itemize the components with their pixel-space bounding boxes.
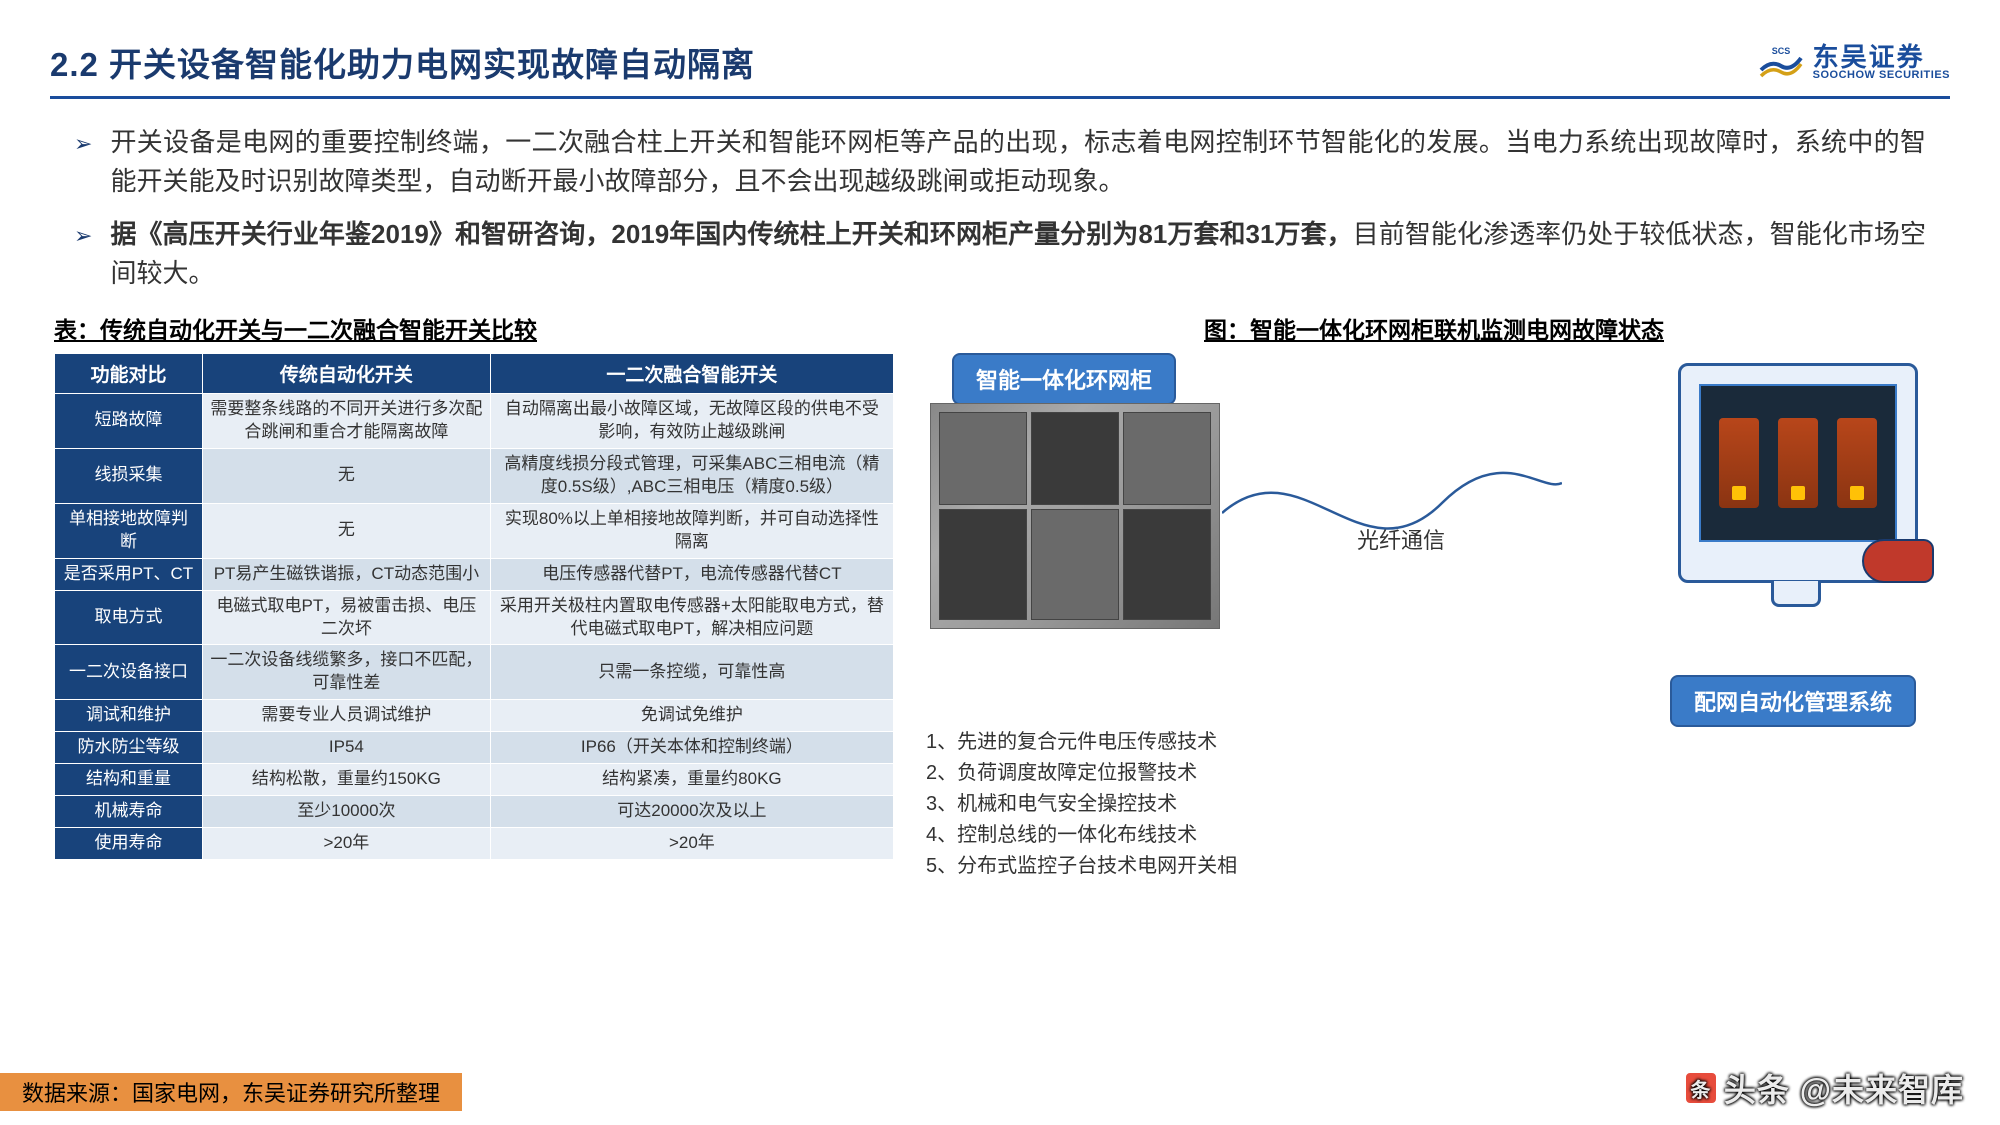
table-row: 机械寿命至少10000次可达20000次及以上 (55, 796, 894, 828)
logo-text-en: SOOCHOW SECURITIES (1813, 70, 1950, 81)
fiber-curve (1222, 433, 1562, 593)
table-cell: >20年 (203, 828, 491, 860)
data-source-footer: 数据来源：国家电网，东吴证券研究所整理 (0, 1073, 462, 1111)
diagram-container: 智能一体化环网柜 光纤通信 (922, 353, 1946, 723)
table-header: 功能对比 (55, 354, 203, 394)
logo-text-cn: 东吴证券 (1813, 44, 1950, 70)
table-cell: 无 (203, 503, 491, 558)
table-caption: 表：传统自动化开关与一二次融合智能开关比较 (54, 311, 894, 345)
table-cell: 需要整条线路的不同开关进行多次配合跳闸和重合才能隔离故障 (203, 394, 491, 449)
note-line: 5、分布式监控子台技术电网开关相 (926, 851, 1946, 882)
row-header: 线损采集 (55, 448, 203, 503)
table-cell: 无 (203, 448, 491, 503)
table-row: 结构和重量结构松散，重量约150KG结构紧凑，重量约80KG (55, 764, 894, 796)
monitor-illustration (1656, 363, 1936, 653)
table-row: 线损采集无高精度线损分段式管理，可采集ABC三相电流（精度0.5S级）,ABC三… (55, 448, 894, 503)
table-row: 是否采用PT、CTPT易产生磁铁谐振，CT动态范围小电压传感器代替PT，电流传感… (55, 558, 894, 590)
diagram-notes: 1、先进的复合元件电压传感技术2、负荷调度故障定位报警技术3、机械和电气安全操控… (922, 727, 1946, 882)
bullet-marker-icon: ➢ (74, 123, 92, 201)
table-row: 防水防尘等级IP54IP66（开关本体和控制终端） (55, 732, 894, 764)
table-row: 短路故障需要整条线路的不同开关进行多次配合跳闸和重合才能隔离故障自动隔离出最小故… (55, 394, 894, 449)
table-cell: 需要专业人员调试维护 (203, 700, 491, 732)
row-header: 使用寿命 (55, 828, 203, 860)
table-cell: 实现80%以上单相接地故障判断，并可自动选择性隔离 (490, 503, 893, 558)
table-header: 传统自动化开关 (203, 354, 491, 394)
row-header: 单相接地故障判断 (55, 503, 203, 558)
table-cell: 至少10000次 (203, 796, 491, 828)
bullet-item: ➢ 开关设备是电网的重要控制终端，一二次融合柱上开关和智能环网柜等产品的出现，标… (74, 123, 1926, 201)
bullet-text: 据《高压开关行业年鉴2019》和智研咨询，2019年国内传统柱上开关和环网柜产量… (110, 215, 1926, 293)
table-row: 使用寿命>20年>20年 (55, 828, 894, 860)
table-cell: 电压传感器代替PT，电流传感器代替CT (490, 558, 893, 590)
row-header: 短路故障 (55, 394, 203, 449)
table-cell: >20年 (490, 828, 893, 860)
cabinet-label: 智能一体化环网柜 (952, 353, 1176, 405)
bullet-text: 开关设备是电网的重要控制终端，一二次融合柱上开关和智能环网柜等产品的出现，标志着… (110, 123, 1926, 201)
note-line: 1、先进的复合元件电压传感技术 (926, 727, 1946, 758)
system-label: 配网自动化管理系统 (1670, 675, 1916, 727)
table-cell: 采用开关极柱内置取电传感器+太阳能取电方式，替代电磁式取电PT，解决相应问题 (490, 590, 893, 645)
cabinet-photo (930, 403, 1220, 629)
table-cell: 只需一条控缆，可靠性高 (490, 645, 893, 700)
row-header: 调试和维护 (55, 700, 203, 732)
table-cell: IP54 (203, 732, 491, 764)
table-cell: 自动隔离出最小故障区域，无故障区段的供电不受影响，有效防止越级跳闸 (490, 394, 893, 449)
row-header: 防水防尘等级 (55, 732, 203, 764)
table-cell: 高精度线损分段式管理，可采集ABC三相电流（精度0.5S级）,ABC三相电压（精… (490, 448, 893, 503)
svg-text:SCS: SCS (1771, 46, 1790, 56)
slide-title: 2.2 开关设备智能化助力电网实现故障自动隔离 (50, 38, 755, 86)
table-row: 取电方式电磁式取电PT，易被雷击损、电压二次坏采用开关极柱内置取电传感器+太阳能… (55, 590, 894, 645)
company-logo: SCS 东吴证券 SOOCHOW SECURITIES (1757, 44, 1950, 81)
note-line: 3、机械和电气安全操控技术 (926, 789, 1946, 820)
table-row: 调试和维护需要专业人员调试维护免调试免维护 (55, 700, 894, 732)
bullet-marker-icon: ➢ (74, 215, 92, 293)
diagram-caption: 图：智能一体化环网柜联机监测电网故障状态 (922, 311, 1946, 345)
row-header: 取电方式 (55, 590, 203, 645)
watermark-icon: 条 (1684, 1071, 1718, 1105)
header-rule (50, 96, 1950, 99)
table-header: 一二次融合智能开关 (490, 354, 893, 394)
table-cell: 免调试免维护 (490, 700, 893, 732)
logo-icon: SCS (1757, 44, 1805, 80)
table-cell: 结构松散，重量约150KG (203, 764, 491, 796)
table-row: 一二次设备接口一二次设备线缆繁多，接口不匹配，可靠性差只需一条控缆，可靠性高 (55, 645, 894, 700)
table-cell: 一二次设备线缆繁多，接口不匹配，可靠性差 (203, 645, 491, 700)
fiber-label: 光纤通信 (1357, 523, 1445, 555)
table-cell: PT易产生磁铁谐振，CT动态范围小 (203, 558, 491, 590)
row-header: 机械寿命 (55, 796, 203, 828)
row-header: 一二次设备接口 (55, 645, 203, 700)
table-cell: 可达20000次及以上 (490, 796, 893, 828)
note-line: 4、控制总线的一体化布线技术 (926, 820, 1946, 851)
bullet-item: ➢ 据《高压开关行业年鉴2019》和智研咨询，2019年国内传统柱上开关和环网柜… (74, 215, 1926, 293)
row-header: 结构和重量 (55, 764, 203, 796)
table-row: 单相接地故障判断无实现80%以上单相接地故障判断，并可自动选择性隔离 (55, 503, 894, 558)
watermark: 条 头条 @未来智库 (1684, 1065, 1964, 1111)
table-cell: 电磁式取电PT，易被雷击损、电压二次坏 (203, 590, 491, 645)
note-line: 2、负荷调度故障定位报警技术 (926, 758, 1946, 789)
row-header: 是否采用PT、CT (55, 558, 203, 590)
table-cell: IP66（开关本体和控制终端） (490, 732, 893, 764)
table-cell: 结构紧凑，重量约80KG (490, 764, 893, 796)
comparison-table: 功能对比传统自动化开关一二次融合智能开关 短路故障需要整条线路的不同开关进行多次… (54, 353, 894, 860)
